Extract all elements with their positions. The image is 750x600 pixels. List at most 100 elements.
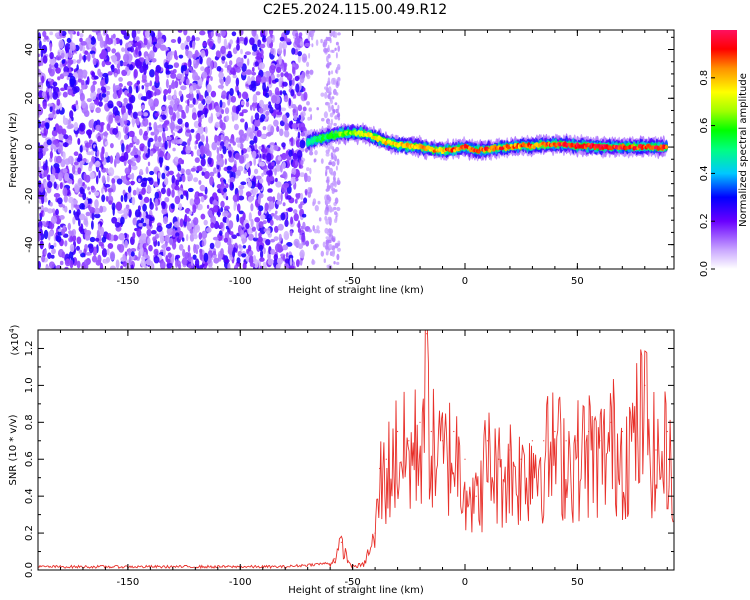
noise-dot — [192, 40, 196, 50]
noise-dot — [115, 155, 121, 164]
sparse-dot — [328, 120, 331, 125]
snr-point — [419, 421, 421, 423]
noise-dot — [140, 96, 147, 101]
noise-dot — [200, 196, 205, 203]
noise-dot — [251, 30, 257, 37]
noise-dot — [161, 114, 167, 120]
noise-dot — [254, 61, 259, 67]
noise-dot — [273, 119, 279, 127]
noise-dot — [283, 95, 289, 103]
noise-dot — [272, 34, 275, 43]
noise-dot — [297, 54, 301, 63]
noise-dot — [94, 199, 99, 209]
noise-dot — [39, 71, 43, 76]
noise-dot — [233, 203, 236, 211]
noise-dot — [94, 207, 101, 215]
noise-dot — [122, 61, 128, 67]
noise-dot — [242, 245, 247, 249]
noise-dot — [217, 171, 221, 179]
sparse-dot — [328, 167, 333, 174]
sparse-dot — [332, 149, 337, 153]
sparse-dot — [337, 45, 341, 52]
snr-point — [426, 333, 428, 335]
noise-dot — [78, 249, 83, 254]
noise-dot — [177, 118, 183, 125]
noise-dot — [157, 38, 165, 45]
sparse-dot — [326, 176, 329, 182]
noise-dot — [231, 105, 237, 113]
noise-dot — [233, 123, 239, 131]
noise-dot — [62, 168, 68, 174]
noise-dot — [280, 212, 286, 221]
noise-dot — [159, 158, 163, 168]
noise-dot — [69, 251, 74, 259]
noise-dot — [121, 47, 125, 53]
noise-dot — [224, 158, 227, 165]
noise-dot — [165, 223, 172, 229]
noise-dot — [228, 220, 234, 230]
noise-dot — [250, 144, 255, 152]
noise-dot — [239, 216, 244, 224]
snr-point — [334, 558, 336, 560]
noise-dot — [238, 244, 242, 249]
noise-dot — [189, 133, 192, 142]
noise-dot — [102, 132, 109, 136]
noise-dot — [83, 54, 86, 63]
sparse-dot — [334, 218, 338, 223]
noise-dot — [300, 159, 304, 166]
noise-dot — [85, 37, 92, 45]
noise-dot — [289, 257, 293, 266]
noise-dot — [92, 80, 97, 85]
noise-dot — [70, 235, 73, 242]
noise-dot — [79, 33, 84, 38]
noise-dot — [259, 265, 263, 269]
sparse-dot — [327, 216, 332, 221]
signal-mark — [664, 145, 669, 149]
noise-dot — [269, 219, 274, 226]
noise-dot — [137, 150, 141, 156]
noise-dot — [155, 73, 160, 84]
noise-dot — [198, 103, 204, 111]
noise-dot — [153, 128, 160, 136]
noise-dot — [66, 37, 72, 44]
noise-dot — [101, 175, 106, 184]
noise-dot — [114, 85, 120, 91]
y-tick-label: 0.6 — [24, 451, 35, 467]
noise-dot — [197, 110, 202, 118]
noise-dot — [301, 233, 306, 243]
noise-dot — [213, 257, 220, 264]
snr-plot-area — [38, 330, 674, 570]
noise-dot — [215, 105, 220, 113]
sparse-dot — [325, 152, 330, 157]
noise-dot — [196, 149, 201, 157]
snr-series-line — [38, 330, 674, 570]
noise-dot — [101, 236, 107, 243]
spectrogram-x-label: Height of straight line (km) — [288, 285, 424, 296]
noise-dot — [257, 236, 263, 243]
noise-dot — [219, 99, 223, 108]
noise-dot — [243, 169, 248, 174]
sparse-dot — [323, 258, 326, 264]
noise-dot — [171, 174, 176, 185]
noise-dot — [185, 48, 189, 57]
noise-dot — [107, 188, 114, 193]
noise-dot — [97, 87, 101, 95]
noise-dot — [214, 121, 220, 128]
sparse-dot — [328, 243, 332, 249]
noise-dot — [168, 170, 174, 176]
noise-dot — [236, 36, 240, 44]
noise-dot — [291, 104, 297, 109]
noise-dot — [248, 212, 252, 222]
noise-dot — [153, 168, 159, 173]
noise-dot — [234, 264, 238, 269]
noise-dot — [297, 51, 303, 57]
noise-dot — [282, 81, 288, 87]
noise-dot — [57, 51, 60, 57]
noise-dot — [96, 229, 100, 238]
sparse-dot — [313, 244, 317, 251]
snr-panel: -150 -100 -50 0 50 0.0 0.2 0.4 0.6 0.8 1.0 1.2 Hei… — [8, 324, 675, 596]
noise-dot — [290, 176, 296, 186]
noise-dot — [247, 167, 251, 177]
noise-dot — [57, 172, 63, 182]
noise-dot — [173, 103, 178, 112]
